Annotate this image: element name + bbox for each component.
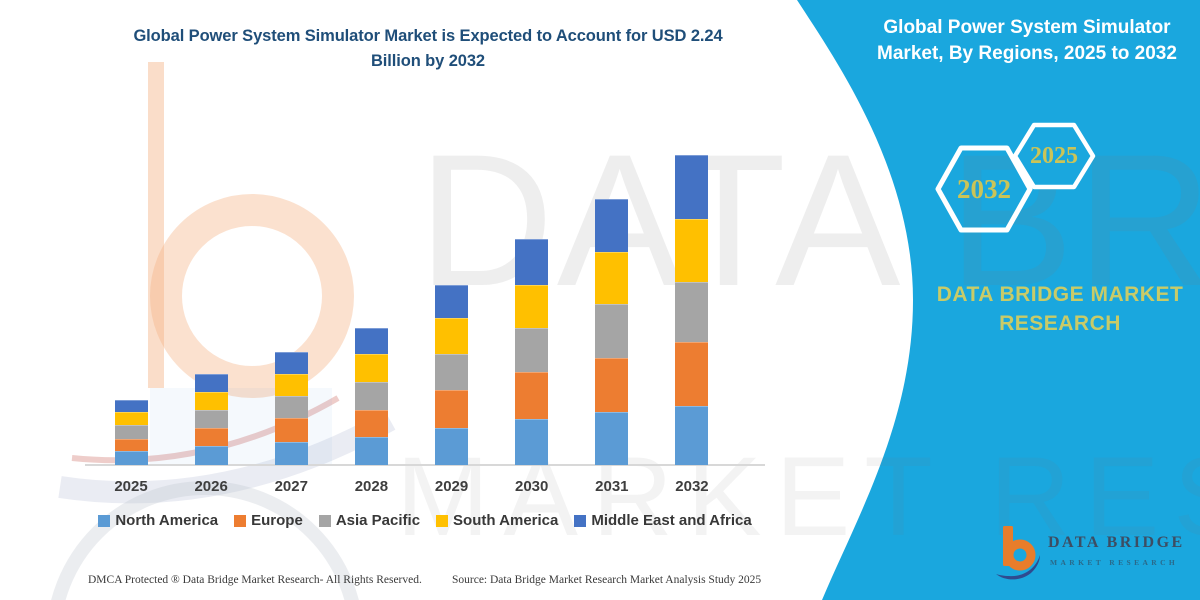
bar-segment-middle-east-and-africa-2026 (194, 373, 228, 392)
sidebar-panel (797, 0, 1200, 600)
bar-segment-south-america-2031 (595, 251, 629, 305)
stacked-bar-2029 (435, 285, 469, 465)
bar-segment-middle-east-and-africa-2030 (515, 239, 549, 286)
dmca-notice: DMCA Protected ® Data Bridge Market Rese… (88, 574, 422, 586)
bar-segment-europe-2025 (114, 438, 148, 452)
legend-item-north-america: North America (98, 512, 218, 529)
bar-segment-middle-east-and-africa-2031 (595, 199, 629, 252)
bar-segment-europe-2028 (354, 409, 388, 438)
legend-label: Middle East and Africa (591, 512, 752, 529)
bar-segment-middle-east-and-africa-2028 (354, 327, 388, 355)
hexagon-year-2025: 2025 (1030, 143, 1078, 169)
stacked-bar-2032 (675, 154, 709, 465)
bar-segment-north-america-2025 (114, 451, 148, 465)
bar-segment-asia-pacific-2025 (114, 424, 148, 439)
bar-segment-asia-pacific-2032 (675, 282, 709, 342)
chart-title-line2: Billion by 2032 (370, 52, 486, 70)
bar-segment-asia-pacific-2028 (354, 381, 388, 410)
legend-item-middle-east-and-africa: Middle East and Africa (574, 512, 752, 529)
x-axis-label-2028: 2028 (354, 478, 389, 495)
bar-segment-asia-pacific-2031 (595, 304, 629, 359)
sidebar-brand-line2: RESEARCH (999, 312, 1121, 335)
bar-segment-europe-2029 (435, 390, 469, 428)
source-note: Source: Data Bridge Market Research Mark… (452, 574, 762, 586)
bar-segment-asia-pacific-2030 (515, 327, 549, 373)
chart-title-line1: Global Power System Simulator Market is … (133, 27, 723, 45)
data-bridge-logo: DATA BRIDGE MARKET RESEARCH (996, 524, 1182, 584)
bar-segment-asia-pacific-2026 (194, 409, 228, 428)
bar-segment-north-america-2032 (675, 405, 709, 465)
bar-segment-europe-2032 (675, 341, 709, 406)
bar-segment-south-america-2026 (194, 391, 228, 410)
bar-segment-north-america-2027 (274, 441, 308, 465)
hexagon-2025-icon (1012, 122, 1096, 190)
legend-item-asia-pacific: Asia Pacific (318, 512, 421, 529)
bar-segment-south-america-2032 (675, 218, 709, 283)
logo-name: DATA BRIDGE (1048, 534, 1185, 551)
legend-swatch-icon (436, 514, 449, 527)
hexagon-2032-icon (935, 145, 1033, 233)
bar-segment-europe-2031 (595, 358, 629, 413)
stacked-bar-2025 (114, 399, 148, 465)
legend-swatch-icon (574, 514, 587, 527)
sidebar-title: Global Power System Simulator Market, By… (862, 15, 1192, 67)
bar-segment-europe-2026 (194, 427, 228, 446)
bar-segment-north-america-2029 (435, 427, 469, 465)
bar-segment-north-america-2028 (354, 437, 388, 465)
chart-legend: North America Europe Asia Pacific South Ame… (85, 512, 765, 529)
bar-segment-middle-east-and-africa-2027 (274, 351, 308, 374)
x-axis-label-2025: 2025 (114, 478, 148, 495)
bar-segment-asia-pacific-2027 (274, 395, 308, 418)
stacked-bar-2028 (354, 327, 388, 465)
bar-segment-middle-east-and-africa-2025 (114, 399, 148, 413)
sidebar-brand-line1: DATA BRIDGE MARKET (936, 283, 1184, 306)
bar-segment-south-america-2027 (274, 373, 308, 396)
chart-title: Global Power System Simulator Market is … (88, 24, 768, 74)
sidebar-title-line1: Global Power System Simulator (883, 17, 1171, 38)
x-axis-label-2031: 2031 (595, 478, 629, 495)
legend-swatch-icon (98, 514, 111, 527)
sidebar-panel-shape (797, 0, 1200, 600)
bar-segment-europe-2030 (515, 372, 549, 420)
hexagon-year-2032: 2032 (957, 174, 1011, 204)
sidebar-title-line2: Market, By Regions, 2025 to 2032 (877, 43, 1177, 64)
legend-item-europe: Europe (234, 512, 303, 529)
bar-segment-asia-pacific-2029 (435, 354, 469, 391)
x-axis-label-2029: 2029 (434, 478, 469, 495)
sidebar-brand-text: DATA BRIDGE MARKET RESEARCH (930, 280, 1190, 338)
bar-segment-europe-2027 (274, 418, 308, 442)
stacked-bar-2027 (274, 351, 308, 465)
year-hexagons (935, 122, 1096, 233)
bar-segment-middle-east-and-africa-2032 (675, 154, 709, 219)
bar-segment-north-america-2026 (194, 445, 228, 465)
bar-segment-south-america-2029 (435, 318, 469, 355)
legend-item-south-america: South America (436, 512, 558, 529)
bar-segment-north-america-2031 (595, 412, 629, 465)
x-axis-line (85, 464, 765, 466)
legend-label: North America (115, 512, 219, 529)
bar-segment-middle-east-and-africa-2029 (435, 285, 469, 319)
x-axis-label-2032: 2032 (675, 478, 709, 495)
legend-label: Europe (251, 512, 303, 529)
plot-area: 2025 2026 2027 2028 2029 2030 2031 2032 (114, 154, 709, 495)
stacked-bar-2030 (515, 239, 549, 465)
x-axis-label-2027: 2027 (274, 478, 308, 495)
legend-swatch-icon (318, 514, 331, 527)
x-axis-label-2026: 2026 (194, 478, 228, 495)
bar-segment-north-america-2030 (515, 419, 549, 465)
bar-segment-south-america-2025 (114, 412, 148, 425)
legend-label: Asia Pacific (335, 512, 421, 529)
bar-segment-south-america-2030 (515, 285, 549, 328)
data-bridge-b-icon (996, 526, 1040, 580)
logo-tagline: MARKET RESEARCH (1050, 558, 1179, 567)
x-axis-label-2030: 2030 (515, 478, 549, 495)
legend-swatch-icon (234, 514, 247, 527)
stacked-bar-2031 (595, 199, 629, 465)
data-bridge-b-watermark-icon (51, 62, 396, 600)
legend-label: South America (453, 512, 559, 529)
bar-segment-south-america-2028 (354, 354, 388, 382)
stacked-bar-2026 (194, 373, 228, 465)
